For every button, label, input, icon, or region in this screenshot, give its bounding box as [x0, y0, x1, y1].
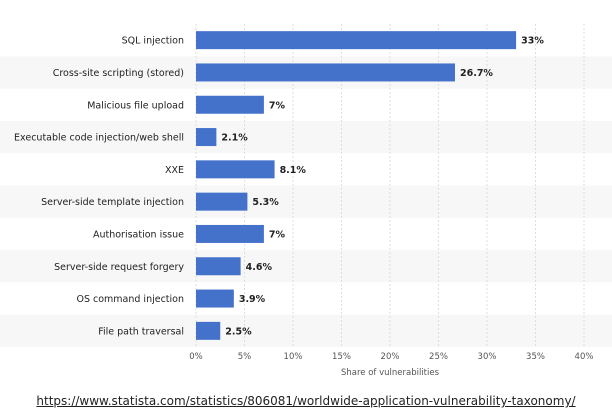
x-tick-label: 40% — [575, 352, 594, 362]
category-label: Server-side template injection — [41, 197, 184, 208]
x-tick-label: 15% — [332, 352, 351, 362]
x-tick-label: 25% — [429, 352, 448, 362]
x-tick-label: 20% — [381, 352, 400, 362]
category-label: XXE — [165, 165, 184, 176]
value-label: 7% — [269, 100, 286, 111]
x-tick-label: 5% — [238, 352, 252, 362]
bars — [196, 31, 517, 340]
bar-chart: SQL injection Cross-site scripting (store… — [0, 24, 612, 378]
value-label: 2.5% — [225, 326, 252, 337]
row-band — [0, 185, 612, 218]
category-label: File path traversal — [98, 326, 184, 337]
value-label: 26.7% — [460, 68, 493, 79]
bar — [196, 128, 217, 147]
x-tick-label: 30% — [478, 352, 497, 362]
bar — [196, 289, 234, 308]
source-link[interactable]: https://www.statista.com/statistics/8060… — [36, 394, 576, 408]
x-axis-title: Share of vulnerabilities — [341, 368, 440, 378]
category-label: Cross-site scripting (stored) — [53, 68, 184, 79]
bar — [196, 192, 248, 211]
row-band — [0, 120, 612, 154]
category-label: OS command injection — [76, 294, 184, 305]
value-labels: 33% 26.7% 7% 2.1% 8.1% 5.3% 7% 4.6% 3.9% 2.5% — [221, 36, 544, 338]
category-label: Authorisation issue — [93, 229, 184, 240]
row-bands — [0, 56, 612, 347]
category-labels: SQL injection Cross-site scripting (store… — [14, 36, 184, 338]
x-tick-label: 10% — [284, 352, 303, 362]
bar — [196, 95, 264, 114]
category-label: Malicious file upload — [87, 100, 184, 111]
bar — [196, 224, 264, 243]
row-band — [0, 250, 612, 283]
value-label: 7% — [269, 229, 286, 240]
category-label: Executable code injection/web shell — [14, 133, 184, 144]
row-band — [0, 314, 612, 347]
value-label: 5.3% — [252, 197, 279, 208]
category-label: SQL injection — [122, 36, 184, 47]
value-label: 3.9% — [239, 294, 266, 305]
bar — [196, 31, 517, 50]
x-tick-label: 0% — [189, 352, 203, 362]
bar — [196, 160, 275, 179]
value-label: 2.1% — [221, 133, 248, 144]
category-label: Server-side request forgery — [54, 262, 184, 273]
x-tick-label: 35% — [526, 352, 545, 362]
value-label: 33% — [521, 36, 544, 47]
bar — [196, 321, 221, 340]
value-label: 4.6% — [246, 262, 273, 273]
x-tick-labels: 0% 5% 10% 15% 20% 25% 30% 35% 40% — [189, 352, 593, 362]
bar — [196, 63, 455, 82]
value-label: 8.1% — [280, 165, 307, 176]
bar — [196, 257, 241, 276]
